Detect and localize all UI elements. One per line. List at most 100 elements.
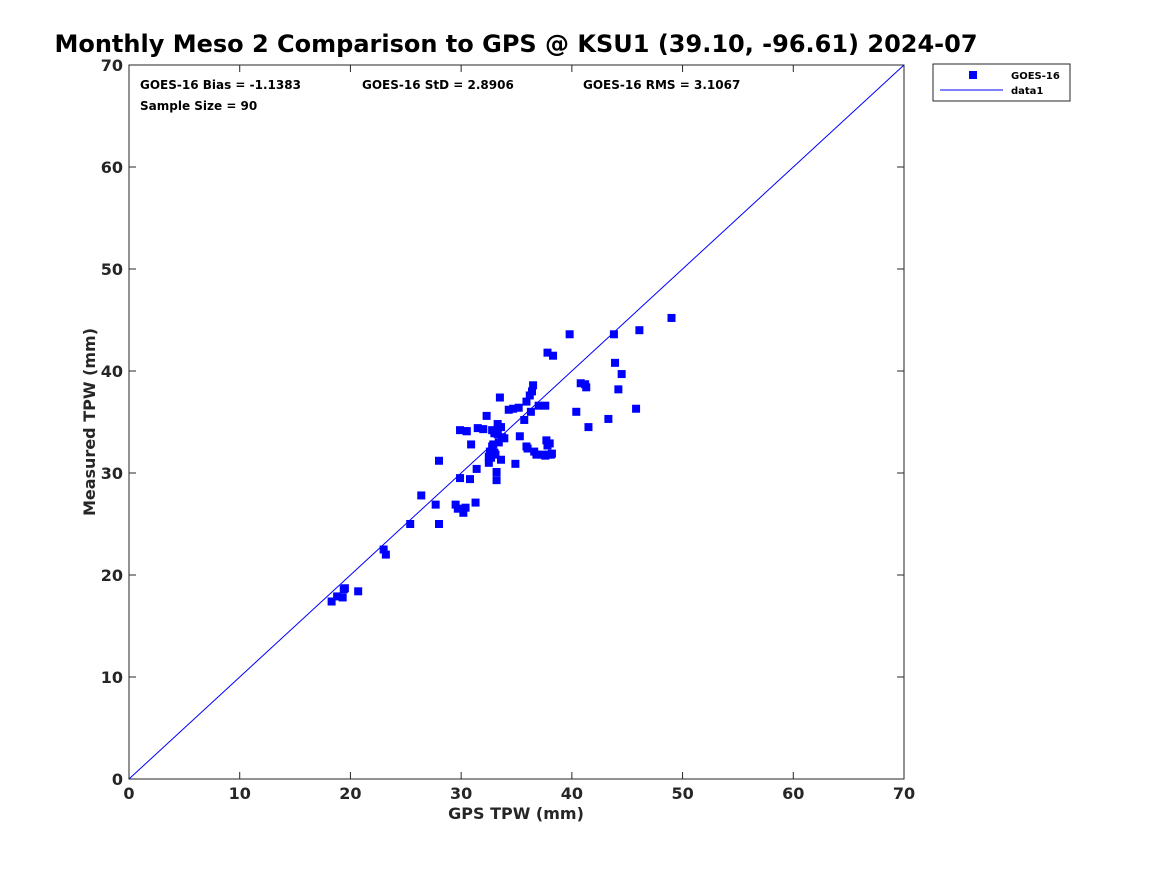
y-axis-ticks: 0 10 20 30 40 50 60 70	[101, 56, 904, 789]
sample-size-stat: Sample Size = 90	[140, 99, 257, 113]
data-point	[466, 475, 474, 484]
data-point	[525, 391, 534, 400]
data-point	[354, 587, 363, 596]
y-tick-label: 0	[112, 770, 123, 789]
data-point	[515, 432, 524, 441]
data-point	[547, 449, 556, 458]
data-point	[472, 464, 481, 473]
data-point	[534, 401, 543, 410]
data-point	[492, 467, 501, 476]
data-point	[479, 425, 488, 434]
x-tick-label: 60	[782, 784, 804, 803]
data-point	[485, 447, 494, 456]
data-point	[617, 370, 626, 379]
y-tick-label: 50	[101, 260, 123, 279]
data-point	[497, 455, 505, 464]
data-point	[467, 440, 476, 449]
data-point	[572, 407, 581, 416]
data-point	[541, 401, 550, 410]
data-point	[435, 520, 443, 528]
x-tick-label: 10	[229, 784, 251, 803]
data-point	[528, 387, 536, 396]
data-point	[526, 407, 535, 416]
x-tick-label: 20	[339, 784, 361, 803]
data-point	[456, 474, 465, 483]
bias-stat: GOES-16 Bias = -1.1383	[140, 78, 301, 92]
data-point	[333, 592, 342, 601]
data-point	[494, 438, 503, 447]
data-point	[473, 424, 482, 433]
plot-frame	[128, 64, 905, 780]
data-point	[609, 330, 618, 339]
x-axis-ticks: 0 10 20 30 40 50 60 70	[123, 65, 915, 803]
data-point	[514, 403, 523, 412]
rms-stat: GOES-16 RMS = 3.1067	[583, 78, 740, 92]
y-tick-label: 20	[101, 566, 123, 585]
legend-marker-goes16	[969, 71, 977, 79]
data-point	[520, 415, 529, 424]
data-point	[497, 423, 505, 432]
data-point	[635, 326, 644, 335]
data-point	[456, 426, 465, 435]
legend: GOES-16 data1	[932, 63, 1071, 102]
data-point	[381, 550, 390, 559]
data-point	[522, 397, 531, 406]
data-point	[543, 348, 552, 357]
data-point	[565, 330, 574, 339]
data-point	[451, 500, 460, 509]
data-point	[511, 459, 520, 468]
reference-line	[128, 64, 905, 780]
data-point	[459, 508, 468, 517]
data-point	[379, 545, 388, 554]
data-point	[327, 597, 336, 606]
data-point	[339, 585, 348, 594]
y-tick-label: 40	[101, 362, 123, 381]
data-point	[435, 456, 443, 465]
data-point	[576, 379, 585, 388]
data-point	[462, 427, 471, 436]
data-point	[523, 444, 532, 453]
chart-title: Monthly Meso 2 Comparison to GPS @ KSU1 …	[54, 30, 977, 58]
data-point	[417, 491, 426, 500]
std-stat: GOES-16 StD = 2.8906	[362, 78, 514, 92]
x-tick-label: 70	[893, 784, 915, 803]
data-point	[484, 452, 493, 461]
data-point	[492, 476, 501, 485]
data-point	[471, 498, 480, 507]
data-point	[614, 385, 623, 394]
y-tick-label: 70	[101, 56, 123, 75]
data-point	[582, 383, 591, 392]
data-point	[545, 439, 554, 448]
y-tick-label: 60	[101, 158, 123, 177]
x-tick-label: 30	[450, 784, 472, 803]
data-point	[495, 393, 504, 402]
legend-label-goes16: GOES-16	[1011, 71, 1060, 82]
data-point	[338, 593, 347, 602]
x-axis-label: GPS TPW (mm)	[448, 804, 584, 823]
data-point	[500, 434, 509, 443]
x-tick-label: 40	[561, 784, 583, 803]
data-point	[461, 503, 470, 512]
legend-label-data1: data1	[1011, 86, 1043, 97]
scatter-points	[327, 313, 676, 606]
data-point	[611, 358, 620, 367]
data-point	[482, 411, 491, 420]
data-point	[667, 313, 676, 322]
data-point	[488, 442, 497, 451]
data-point	[549, 351, 558, 360]
y-tick-label: 10	[101, 668, 123, 687]
data-point	[509, 404, 518, 413]
y-tick-label: 30	[101, 464, 123, 483]
y-axis-label: Measured TPW (mm)	[80, 328, 99, 516]
legend-box	[932, 63, 1071, 102]
data-point	[491, 450, 500, 459]
data-point	[490, 429, 499, 438]
data-point	[431, 500, 440, 509]
data-point	[453, 504, 462, 513]
data-point	[604, 414, 613, 423]
data-point	[532, 450, 541, 459]
data-point	[632, 404, 641, 413]
data-point	[406, 520, 415, 528]
data-point	[504, 405, 513, 414]
